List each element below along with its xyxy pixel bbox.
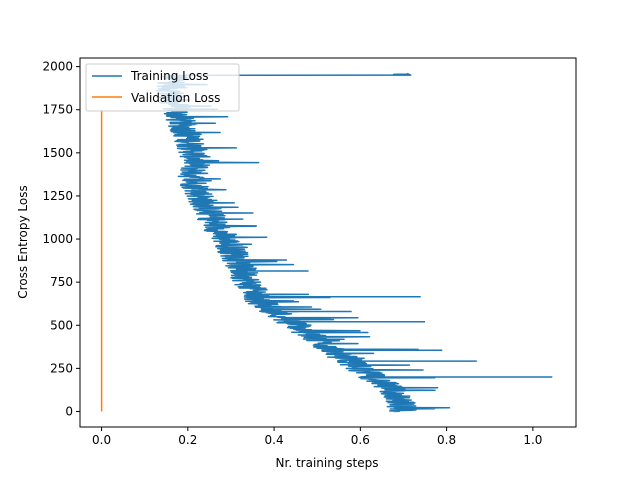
x-axis: 0.0 0.2 0.4 0.6 0.8 1.0 [92,427,542,447]
y-axis: 0 250 500 750 1000 1250 1500 1750 2000 [42,60,80,418]
y-tick-label: 1500 [42,146,73,160]
legend-label-validation: Validation Loss [131,91,220,105]
x-axis-label: Nr. training steps [276,456,379,470]
x-tick-label: 0.4 [265,433,284,447]
legend-frame [85,63,240,112]
plot-area [79,57,577,428]
legend-label-training: Training Loss [130,69,208,83]
axes-frame [79,57,577,428]
y-tick-label: 0 [65,404,73,418]
legend: Training Loss Validation Loss [85,63,240,112]
y-tick-label: 1000 [42,232,73,246]
y-tick-label: 750 [50,275,73,289]
x-tick-label: 0.8 [437,433,456,447]
y-tick-label: 1250 [42,189,73,203]
x-tick-label: 1.0 [523,433,542,447]
y-axis-label: Cross Entropy Loss [16,185,30,298]
x-tick-label: 0.6 [351,433,370,447]
training-loss-line [155,72,553,413]
y-tick-label: 250 [50,361,73,375]
y-tick-label: 1750 [42,103,73,117]
x-tick-label: 0.2 [178,433,197,447]
x-tick-label: 0.0 [92,433,111,447]
y-tick-label: 500 [50,318,73,332]
y-tick-label: 2000 [42,60,73,74]
